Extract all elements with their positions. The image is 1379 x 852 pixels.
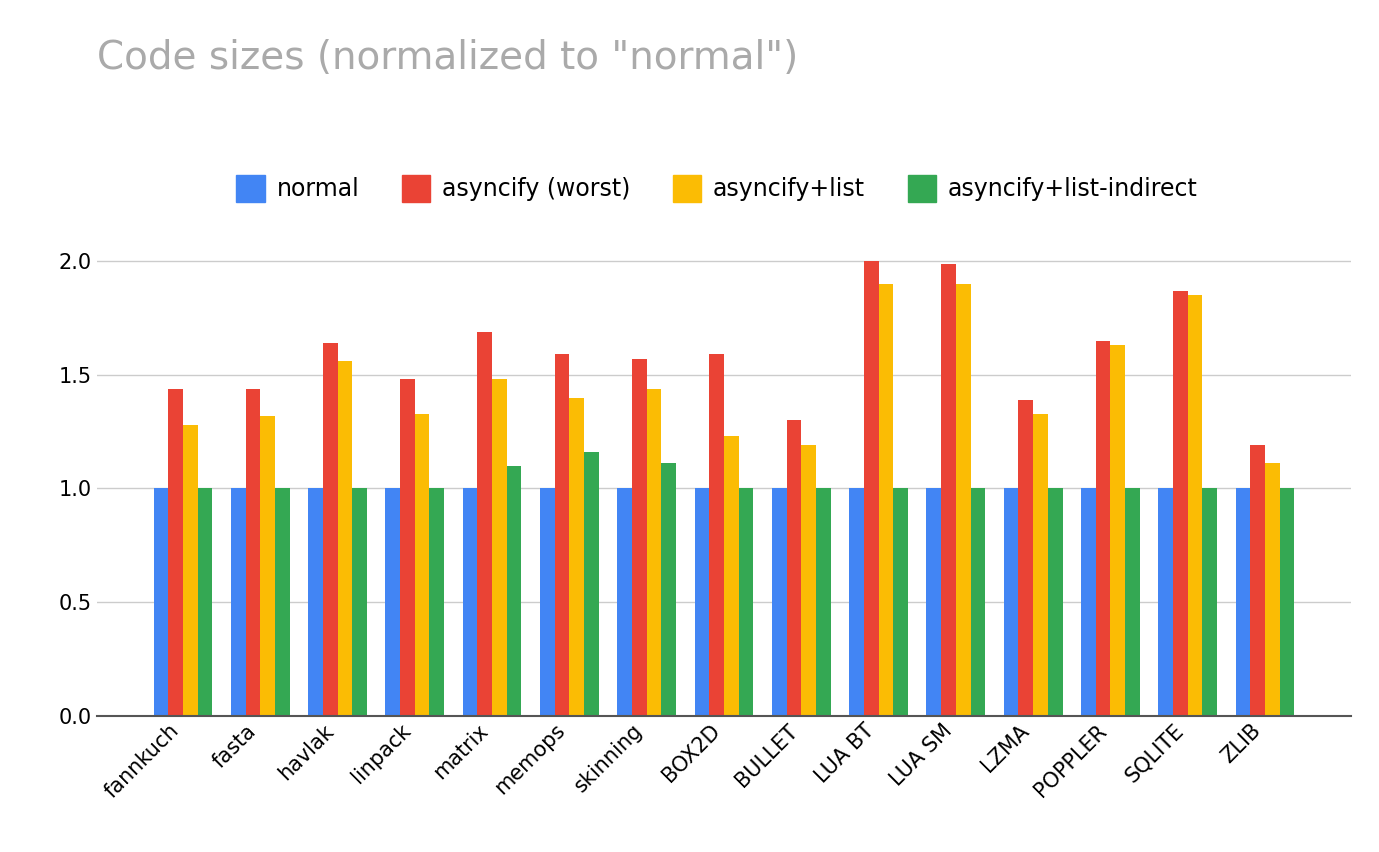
Bar bbox=[618, 488, 632, 716]
Bar bbox=[956, 284, 971, 716]
Bar bbox=[1251, 446, 1265, 716]
Bar bbox=[709, 354, 724, 716]
Bar bbox=[197, 488, 212, 716]
Bar bbox=[772, 488, 786, 716]
Bar bbox=[647, 389, 662, 716]
Bar bbox=[554, 354, 570, 716]
Bar bbox=[927, 488, 940, 716]
Bar bbox=[724, 436, 739, 716]
Bar bbox=[352, 488, 367, 716]
Bar bbox=[1019, 400, 1033, 716]
Bar bbox=[1081, 488, 1096, 716]
Bar bbox=[1202, 488, 1218, 716]
Text: Code sizes (normalized to "normal"): Code sizes (normalized to "normal") bbox=[97, 38, 798, 77]
Bar bbox=[816, 488, 830, 716]
Bar bbox=[894, 488, 907, 716]
Bar bbox=[308, 488, 323, 716]
Bar bbox=[940, 263, 956, 716]
Bar bbox=[786, 420, 801, 716]
Bar bbox=[183, 425, 197, 716]
Bar bbox=[849, 488, 863, 716]
Bar bbox=[1048, 488, 1062, 716]
Bar bbox=[863, 262, 878, 716]
Bar bbox=[1265, 463, 1280, 716]
Bar bbox=[632, 359, 647, 716]
Bar bbox=[1110, 345, 1125, 716]
Bar bbox=[492, 379, 507, 716]
Bar bbox=[1158, 488, 1174, 716]
Bar bbox=[400, 379, 415, 716]
Bar bbox=[153, 488, 168, 716]
Bar bbox=[739, 488, 753, 716]
Bar bbox=[168, 389, 183, 716]
Bar bbox=[801, 446, 816, 716]
Bar bbox=[463, 488, 477, 716]
Bar bbox=[429, 488, 444, 716]
Bar bbox=[1174, 291, 1187, 716]
Bar bbox=[971, 488, 985, 716]
Bar bbox=[338, 361, 352, 716]
Bar bbox=[230, 488, 245, 716]
Bar bbox=[261, 416, 274, 716]
Bar bbox=[878, 284, 894, 716]
Bar bbox=[1125, 488, 1140, 716]
Bar bbox=[1280, 488, 1295, 716]
Bar bbox=[274, 488, 290, 716]
Bar bbox=[507, 466, 521, 716]
Bar bbox=[386, 488, 400, 716]
Bar bbox=[570, 398, 585, 716]
Bar bbox=[1187, 296, 1202, 716]
Bar bbox=[245, 389, 261, 716]
Bar bbox=[1096, 341, 1110, 716]
Bar bbox=[662, 463, 676, 716]
Legend: normal, asyncify (worst), asyncify+list, asyncify+list-indirect: normal, asyncify (worst), asyncify+list,… bbox=[228, 165, 1207, 211]
Bar bbox=[323, 343, 338, 716]
Bar bbox=[1236, 488, 1251, 716]
Bar bbox=[477, 331, 492, 716]
Bar bbox=[695, 488, 709, 716]
Bar bbox=[1004, 488, 1019, 716]
Bar bbox=[585, 452, 598, 716]
Bar bbox=[415, 413, 429, 716]
Bar bbox=[541, 488, 554, 716]
Bar bbox=[1033, 413, 1048, 716]
